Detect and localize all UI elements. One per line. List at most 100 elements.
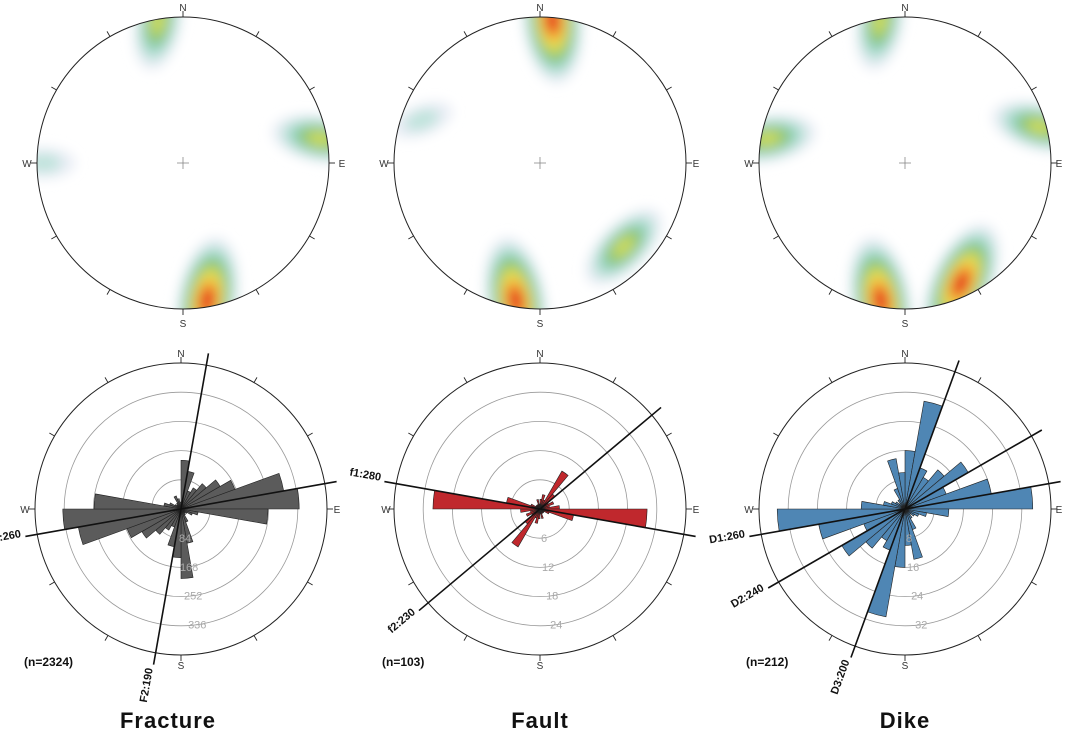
rose-fracture: F1:260 F2:190 84 168 252 336 N S E W (n=2324… (0, 349, 341, 703)
column-title-fault: Fault (511, 708, 569, 733)
density-maximum (585, 208, 663, 286)
ring-label: 32 (915, 620, 927, 632)
sample-count: (n=212) (746, 655, 788, 669)
tick-mark (666, 86, 672, 91)
west-label: W (379, 159, 389, 170)
rose-petal (898, 472, 906, 510)
east-label: E (1056, 505, 1063, 516)
sample-count: (n=103) (382, 655, 424, 669)
east-label: E (334, 505, 341, 516)
tick-mark (255, 31, 260, 37)
column-title-dike: Dike (880, 708, 930, 733)
tick-mark (51, 235, 57, 240)
rose-petal (93, 493, 182, 510)
ring-label: 6 (541, 533, 547, 545)
north-label: N (536, 3, 543, 14)
azimuth-ticks (388, 11, 692, 315)
set-line (850, 360, 960, 658)
tick-mark (612, 377, 617, 383)
stereonet-fault: N S E W (379, 3, 700, 330)
north-label: N (536, 349, 543, 360)
set-label: f1:280 (349, 466, 382, 483)
density-maximum (922, 223, 1000, 309)
density-maximum (175, 237, 239, 309)
column-title-fracture: Fracture (120, 708, 216, 733)
ring-label: 84 (179, 533, 191, 545)
tick-mark (408, 235, 414, 240)
tick-mark (408, 86, 414, 91)
tick-mark (309, 235, 315, 240)
tick-mark (307, 581, 313, 586)
north-label: N (901, 3, 908, 14)
rose-petal (539, 470, 569, 510)
ring-label: 336 (188, 620, 206, 632)
south-label: S (180, 319, 187, 330)
rose-petal (511, 508, 541, 548)
tick-mark (977, 635, 982, 641)
east-label: E (339, 159, 346, 170)
rose-dike: D1:260 D2:240 D3:200 8 16 24 32 N S E W (n=21… (708, 349, 1062, 696)
tick-mark (977, 377, 982, 383)
ring-label: 18 (546, 591, 558, 603)
ring-label: 24 (550, 620, 562, 632)
west-label: W (744, 505, 754, 516)
rose-fault: f1:280 f2:230 6 12 18 24 N S E W (n=103) (349, 349, 700, 672)
south-label: S (178, 661, 185, 672)
rose-petal (180, 508, 194, 579)
tick-mark (828, 31, 833, 37)
south-label: S (902, 661, 909, 672)
density-maximum (992, 101, 1051, 153)
rose-petal (539, 508, 544, 519)
density-maximum (271, 114, 329, 164)
tick-mark (463, 289, 468, 295)
south-label: S (902, 319, 909, 330)
tick-mark (612, 635, 617, 641)
rose-petal (536, 499, 541, 510)
tick-mark (1031, 235, 1037, 240)
north-label: N (179, 3, 186, 14)
tick-mark (977, 31, 982, 37)
tick-mark (463, 377, 468, 383)
set-label: f2:230 (386, 606, 418, 636)
density-maximum (522, 17, 583, 84)
tick-mark (408, 432, 414, 437)
ring-label: 252 (184, 591, 202, 603)
density-maximum (484, 237, 548, 309)
east-label: E (1056, 159, 1063, 170)
azimuth-ticks (29, 357, 333, 661)
tick-mark (253, 377, 258, 383)
azimuth-ticks (753, 11, 1057, 315)
density-maximum (759, 114, 817, 164)
rose-petal (180, 508, 269, 525)
tick-mark (51, 86, 57, 91)
north-label: N (901, 349, 908, 360)
rose-petal (177, 498, 182, 510)
center-cross (534, 157, 546, 169)
set-label: F2:190 (138, 667, 156, 703)
set-label: D3:200 (829, 658, 853, 696)
rose-petal (525, 508, 541, 517)
density-contours (37, 17, 329, 309)
density-maximum (133, 17, 183, 71)
east-label: E (693, 505, 700, 516)
tick-mark (773, 432, 779, 437)
ring-label: 16 (907, 562, 919, 574)
tick-mark (828, 289, 833, 295)
tick-mark (773, 86, 779, 91)
density-maximum (849, 237, 913, 309)
tick-mark (104, 377, 109, 383)
south-label: S (537, 319, 544, 330)
tick-mark (309, 86, 315, 91)
tick-mark (463, 31, 468, 37)
set-label: F1:260 (0, 528, 22, 546)
azimuth-ticks (31, 11, 335, 315)
rose-petal (173, 495, 182, 510)
tick-mark (828, 635, 833, 641)
west-label: W (22, 159, 32, 170)
stereonet-dike: N S E W (744, 3, 1063, 330)
ring-label: 8 (906, 533, 912, 545)
ring-labels: 6 12 18 24 (541, 533, 562, 632)
tick-mark (612, 289, 617, 295)
east-label: E (693, 159, 700, 170)
tick-mark (255, 289, 260, 295)
